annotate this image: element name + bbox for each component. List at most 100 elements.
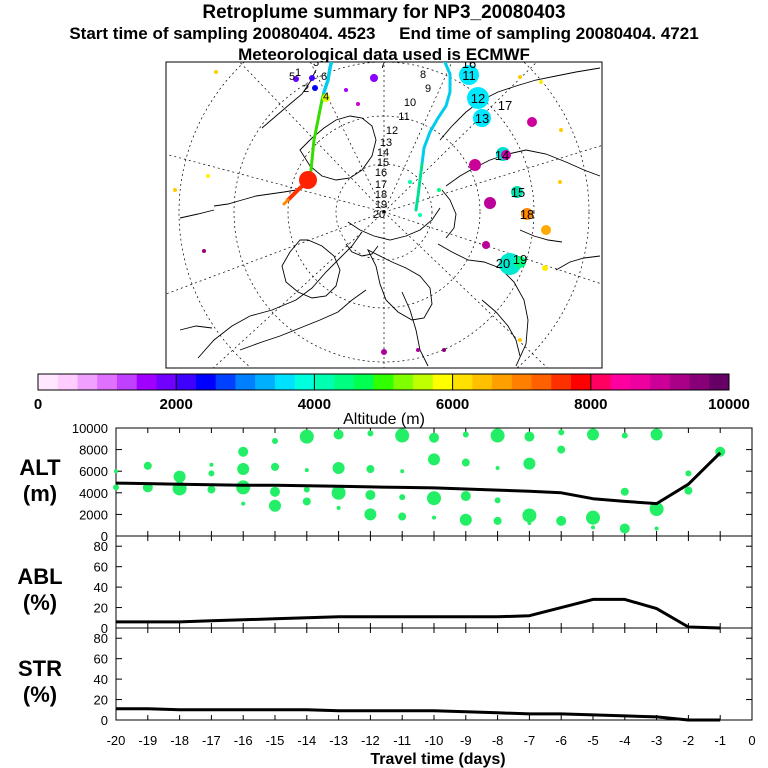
y-tick-label: 40 [94,580,108,595]
altitude-bubble [654,526,659,531]
plume-dots [173,65,563,355]
plume-dot [482,241,490,249]
altitude-bubble [493,516,502,525]
colorbar-swatch [650,374,671,390]
x-tick-label: -3 [651,733,663,748]
altitude-bubble [238,446,249,457]
path-label: 2 [303,83,309,95]
path-label: 10 [404,97,416,109]
y-axis-label: (%) [23,590,57,615]
altitude-bubble [143,461,152,470]
altitude-bubble [303,486,310,493]
altitude-bubble [270,486,280,497]
path-label: 13 [380,137,392,149]
x-tick-label: -12 [361,733,380,748]
plume-dot [467,87,489,109]
x-tick-label: -16 [234,733,253,748]
colorbar-swatch [413,374,434,390]
plume-dot [356,102,360,106]
y-tick-label: 10000 [72,421,108,436]
colorbar-tick-label: 4000 [298,396,331,413]
path-label: 8 [420,69,426,81]
colorbar-swatch [511,374,533,390]
altitude-bubble [332,461,345,474]
y-tick-label: 2000 [79,507,108,522]
colorbar-swatch [38,374,59,390]
plume-dot [539,80,543,84]
path-label: 14 [377,147,389,159]
track-segment-aqua-east [414,162,424,212]
str-panel: 0 20 40 60 80 STR(%) [18,627,753,728]
sampling-times: Start time of sampling 20080404. 4523 En… [0,24,768,44]
y-tick-label: 80 [94,631,108,646]
altitude-bubble [173,470,186,483]
x-tick-label: -6 [555,733,567,748]
colorbar-swatch [531,374,552,390]
plume-label: 18 [520,207,534,222]
colorbar-swatch [689,374,710,390]
plume-dot [202,249,206,253]
colorbar-swatch [116,374,138,390]
colorbar-swatch [353,374,375,390]
altitude-bubble [524,431,535,442]
plume-dot [206,174,210,178]
track-segment-green [308,90,326,182]
altitude-bubble [331,485,346,500]
plume-dot [559,128,563,132]
plume-dot [416,348,420,352]
colorbar-swatch [176,374,197,390]
plume-dot [484,197,496,209]
altitude-bubble [271,462,279,471]
end-time-label: End time of sampling 20080404. 4721 [399,24,699,43]
track-segment-cyan-east [420,62,452,166]
colorbar-tick-label: 6000 [436,396,469,413]
plume-dot [173,188,177,192]
plume-dot [518,75,522,79]
plume-dot [459,65,479,85]
altitude-bubble [236,480,251,495]
altitude-bubble [427,491,441,506]
plume-dot [309,75,315,81]
altitude-bubble [527,521,532,526]
altitude-bubble [684,486,693,495]
plume-label: 20 [496,256,510,271]
altitude-bubble [432,515,436,520]
page-title: Retroplume summary for NP3_20080403 [202,2,566,23]
track-segment-red [286,178,312,202]
y-tick-label: 4000 [79,486,108,501]
altitude-bubble [459,513,472,526]
plume-dot [542,265,548,271]
plume-label: 17 [498,98,512,113]
plume-dot [558,180,562,184]
plume-dot [499,253,521,275]
altitude-bubble [649,502,664,516]
panel-frame [115,427,753,537]
plume-label: 13 [475,111,489,126]
plume-label: 14 [495,148,509,163]
colorbar [37,373,730,391]
path-label: 5 [289,71,295,83]
plume-dot [521,208,533,220]
path-label: 4 [323,91,329,103]
x-tick-label: -19 [138,733,157,748]
altitude-bubble [429,432,439,443]
colorbar-tick-label: 8000 [574,396,607,413]
y-tick-label: 0 [101,713,108,728]
path-label: 16 [375,167,387,179]
path-label: 19 [375,199,387,211]
altitude-bubble [272,437,278,444]
altitude-bubble [398,512,407,521]
altitude-bubble [620,487,629,496]
colorbar-swatch [472,374,493,390]
plume-dot [473,109,491,127]
colorbar-swatch [551,374,572,390]
altitude-bubble [114,469,118,474]
altitude-bubble [302,497,311,506]
path-label: 15 [377,157,389,169]
x-tick-label: -18 [170,733,189,748]
altitude-bubble [462,431,469,438]
trajectory-tracks [282,62,452,212]
colorbar-swatch [610,374,631,390]
altitude-bubble [395,428,410,443]
colorbar-swatch [373,374,394,390]
